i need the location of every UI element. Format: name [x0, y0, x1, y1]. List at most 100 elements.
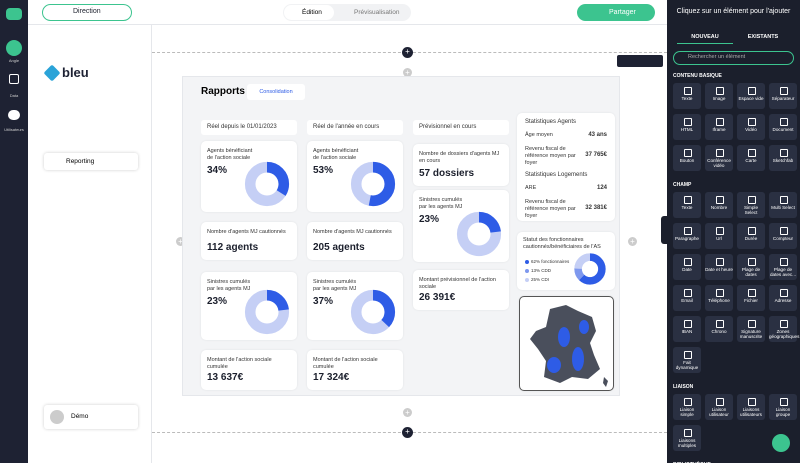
element-tile[interactable]: Chrono	[705, 316, 733, 342]
add-button[interactable]: +	[176, 237, 185, 246]
card-label: Agents bénéficiant de l'action sociale	[313, 148, 359, 161]
card-value: 13 637€	[207, 372, 244, 383]
donut	[350, 289, 396, 335]
menu-select[interactable]: Reporting	[44, 153, 138, 170]
stats-title: Statistiques Agents	[525, 119, 577, 125]
element-tile[interactable]: Liaison utilisateur	[705, 394, 733, 420]
element-tile[interactable]: Bouton	[673, 145, 701, 171]
element-tile[interactable]: Fait dynamique	[673, 347, 701, 373]
element-tile[interactable]: Multi Select	[769, 192, 797, 218]
element-tile[interactable]: Sketchfab	[769, 145, 797, 171]
element-tile[interactable]: Plage de dates	[737, 254, 765, 280]
tab[interactable]: Prévisualisation	[354, 9, 400, 16]
element-tile[interactable]: Texte	[673, 83, 701, 109]
tab[interactable]: NOUVEAU	[677, 34, 733, 44]
add-button[interactable]: +	[402, 47, 413, 58]
user-select[interactable]: Démo	[44, 405, 138, 429]
kpi-card: Sinistres cumulés par les agents MJ 23%	[413, 190, 509, 262]
element-tile[interactable]: Liaisons utilisateurs	[737, 394, 765, 420]
card-label: Montant de l'action sociale cumulée	[313, 357, 378, 370]
app-logo[interactable]	[6, 8, 22, 20]
card-label: Sinistres cumulés par les agents MJ	[419, 197, 463, 210]
element-tile[interactable]: Téléphone	[705, 285, 733, 311]
topbar: Direction Édition Prévisualisation Parta…	[28, 0, 667, 25]
status-title: Statut des fonctionnaires cautionnés/bén…	[523, 237, 601, 250]
kpi-card: Montant de l'action sociale cumulée 13 63…	[201, 350, 297, 390]
nav-icon[interactable]	[9, 74, 19, 84]
section-title: CONTENU BASIQUE	[673, 73, 722, 79]
tab[interactable]: Édition	[284, 5, 334, 20]
donut-segment	[574, 253, 606, 285]
element-tile[interactable]: Séparateur	[769, 83, 797, 109]
card-label: Montant de l'action sociale cumulée	[207, 357, 272, 370]
stat-label: Âge moyen	[525, 132, 553, 138]
view-select[interactable]: Direction	[42, 4, 132, 21]
donut-segment	[350, 289, 396, 335]
card-label: Nombre d'agents MJ cautionnés	[207, 229, 286, 235]
add-button[interactable]: +	[403, 408, 412, 417]
element-tile[interactable]: Paragraphe	[673, 223, 701, 249]
element-tile[interactable]: Date et heure	[705, 254, 733, 280]
card-value: 17 324€	[313, 372, 350, 383]
card-label: Sinistres cumulés par les agents MJ	[313, 279, 357, 292]
card-value: 34%	[207, 165, 228, 176]
map-region	[558, 327, 570, 347]
nav-icon[interactable]	[8, 110, 20, 120]
donut-segment	[456, 211, 502, 257]
element-tile[interactable]: Nombre	[705, 192, 733, 218]
element-tile[interactable]: Adresse	[769, 285, 797, 311]
stat-label: Revenu fiscal de référence moyen par foy…	[525, 146, 576, 166]
stats-title: Statistiques Logements	[525, 172, 588, 178]
element-tile[interactable]: Liaison simple	[673, 394, 701, 420]
nav-icon[interactable]	[6, 40, 22, 56]
element-tile[interactable]: Texte	[673, 192, 701, 218]
collapse-tab[interactable]	[661, 216, 669, 244]
map	[519, 296, 614, 391]
report-tab[interactable]: Consolidation	[247, 84, 305, 100]
tab[interactable]: EXISTANTS	[747, 34, 779, 40]
donut	[244, 161, 290, 207]
element-tile[interactable]: Espace vide	[737, 83, 765, 109]
kpi-card: Montant de l'action sociale cumulée 17 32…	[307, 350, 403, 390]
chat-button[interactable]	[772, 434, 790, 452]
add-button[interactable]: +	[402, 427, 413, 438]
element-tile[interactable]: IBAN	[673, 316, 701, 342]
element-tile[interactable]: Compteur	[769, 223, 797, 249]
donut-segment	[244, 289, 290, 335]
element-tile[interactable]: Carte	[737, 145, 765, 171]
stats-card: Statistiques Agents Âge moyen 43 ans Revenu…	[517, 113, 615, 221]
column-header: Réel de l'année en cours	[307, 120, 403, 135]
card-value: 23%	[207, 296, 228, 307]
element-tile[interactable]: Plage de dates avec...	[769, 254, 797, 280]
element-tile[interactable]: Vidéo	[737, 114, 765, 140]
element-tile[interactable]: Email	[673, 285, 701, 311]
element-tile[interactable]: Zones géographiques	[769, 316, 799, 342]
element-tile[interactable]: Durée	[737, 223, 765, 249]
element-tile[interactable]: Fichier	[737, 285, 765, 311]
element-tile[interactable]: HTML	[673, 114, 701, 140]
element-tile[interactable]: Date	[673, 254, 701, 280]
element-tile[interactable]: Liaison groupe	[769, 394, 797, 420]
element-tile[interactable]: Liaisons multiples	[673, 425, 701, 451]
sidebar: Angle Data Utilisateurs	[0, 0, 28, 463]
card-value: 57 dossiers	[419, 168, 475, 179]
element-tile[interactable]: Conférence vidéo	[705, 145, 733, 171]
add-button[interactable]: +	[403, 68, 412, 77]
kpi-card: Nombre d'agents MJ cautionnés 112 agents	[201, 222, 297, 260]
element-tile[interactable]: Signature manuscrite	[737, 316, 765, 342]
add-button[interactable]: +	[628, 237, 637, 246]
block-toolbar[interactable]	[617, 55, 663, 67]
search-input[interactable]: Rechercher un élément	[673, 51, 794, 65]
element-tile[interactable]: Url	[705, 223, 733, 249]
element-tile[interactable]: Iframe	[705, 114, 733, 140]
logo-text: bleu	[62, 65, 89, 80]
report-title: Rapports	[201, 86, 245, 97]
element-tile[interactable]: Image	[705, 83, 733, 109]
element-tile[interactable]: Simple Select	[737, 192, 765, 218]
share-button[interactable]: Partager	[577, 4, 655, 21]
stat-label: ARE	[525, 185, 537, 191]
donut	[350, 161, 396, 207]
element-tile[interactable]: Document	[769, 114, 797, 140]
logo-icon	[43, 64, 61, 82]
legend-swatch	[525, 260, 529, 264]
